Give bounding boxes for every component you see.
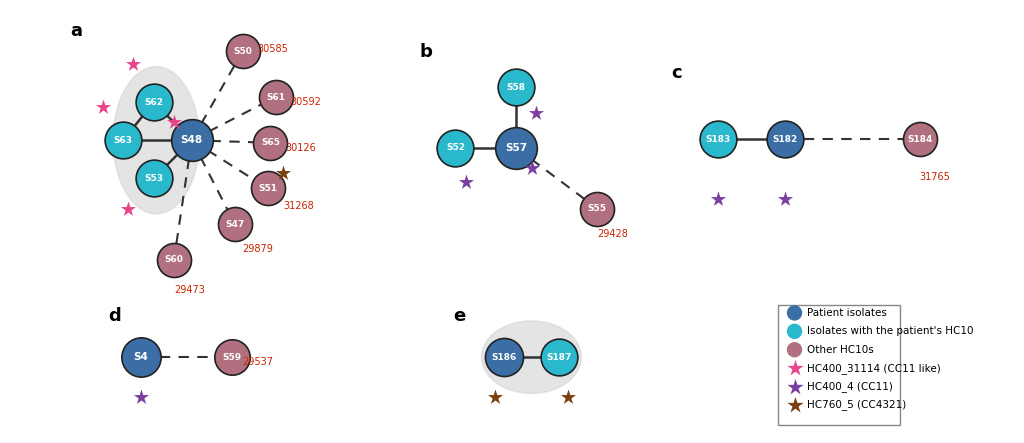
Point xyxy=(133,393,150,400)
Text: 29879: 29879 xyxy=(243,245,273,254)
Point xyxy=(524,165,541,172)
Text: Isolates with the patient's HC10: Isolates with the patient's HC10 xyxy=(807,326,974,336)
Text: S187: S187 xyxy=(546,353,571,361)
Text: S183: S183 xyxy=(706,135,730,144)
Text: Other HC10s: Other HC10s xyxy=(807,345,873,355)
Text: S57: S57 xyxy=(505,143,527,153)
Text: 29537: 29537 xyxy=(243,357,273,367)
Text: 29428: 29428 xyxy=(597,229,628,239)
Text: e: e xyxy=(453,307,465,325)
Text: S53: S53 xyxy=(144,174,163,183)
Point xyxy=(447,144,464,152)
Point xyxy=(183,137,200,144)
Text: S61: S61 xyxy=(266,93,285,101)
Point xyxy=(777,136,794,143)
Point xyxy=(786,401,803,408)
Circle shape xyxy=(787,343,802,357)
Text: S48: S48 xyxy=(180,135,203,145)
Point xyxy=(262,139,279,146)
Text: S52: S52 xyxy=(445,144,465,152)
Text: 30585: 30585 xyxy=(258,44,289,54)
Point xyxy=(275,170,292,177)
Ellipse shape xyxy=(113,66,200,214)
Point xyxy=(710,195,726,202)
Text: 31765: 31765 xyxy=(920,172,950,182)
Point xyxy=(223,354,240,361)
Point xyxy=(508,84,524,91)
Point xyxy=(133,354,150,361)
Text: S58: S58 xyxy=(507,82,525,92)
Point xyxy=(911,136,928,143)
Point xyxy=(120,205,136,212)
Point xyxy=(589,205,605,212)
Point xyxy=(94,104,111,111)
Point xyxy=(786,383,803,390)
Circle shape xyxy=(787,324,802,338)
Text: b: b xyxy=(420,43,432,62)
Point xyxy=(145,99,162,106)
Point xyxy=(267,93,284,101)
Text: S59: S59 xyxy=(222,353,242,361)
Point xyxy=(145,175,162,182)
Text: HC760_5 (CC4321): HC760_5 (CC4321) xyxy=(807,400,906,410)
Point xyxy=(234,48,251,55)
Point xyxy=(508,144,524,152)
Text: S65: S65 xyxy=(261,138,280,147)
Text: S63: S63 xyxy=(114,136,133,145)
Point xyxy=(458,179,474,186)
Text: S47: S47 xyxy=(225,220,245,229)
Text: a: a xyxy=(71,22,82,40)
Text: d: d xyxy=(109,307,122,325)
Text: HC400_31114 (CC11 like): HC400_31114 (CC11 like) xyxy=(807,363,941,373)
Point xyxy=(125,61,141,68)
Text: S60: S60 xyxy=(165,255,183,264)
Text: 29473: 29473 xyxy=(174,285,205,295)
Point xyxy=(487,393,504,400)
Text: S182: S182 xyxy=(772,135,798,144)
Text: S51: S51 xyxy=(258,184,278,193)
Point xyxy=(166,256,182,263)
Point xyxy=(260,185,276,192)
Point xyxy=(786,365,803,372)
Text: S184: S184 xyxy=(907,135,932,144)
Text: c: c xyxy=(671,65,682,82)
Text: Patient isolates: Patient isolates xyxy=(807,308,887,318)
Point xyxy=(777,195,794,202)
Point xyxy=(226,221,243,228)
Point xyxy=(710,136,726,143)
Text: HC400_4 (CC11): HC400_4 (CC11) xyxy=(807,381,893,392)
Point xyxy=(496,354,512,361)
Text: 31268: 31268 xyxy=(284,201,314,211)
Text: S50: S50 xyxy=(233,47,252,56)
Point xyxy=(528,110,545,117)
Text: S4: S4 xyxy=(133,352,148,362)
Text: S62: S62 xyxy=(144,97,163,107)
Point xyxy=(115,137,131,144)
Point xyxy=(551,354,567,361)
Text: 30126: 30126 xyxy=(286,143,316,153)
Point xyxy=(559,393,575,400)
Text: 30592: 30592 xyxy=(291,97,322,107)
Point xyxy=(166,119,182,126)
Ellipse shape xyxy=(481,321,582,393)
Text: S186: S186 xyxy=(492,353,517,361)
Text: S55: S55 xyxy=(588,204,607,213)
FancyBboxPatch shape xyxy=(778,305,900,425)
Circle shape xyxy=(787,306,802,320)
